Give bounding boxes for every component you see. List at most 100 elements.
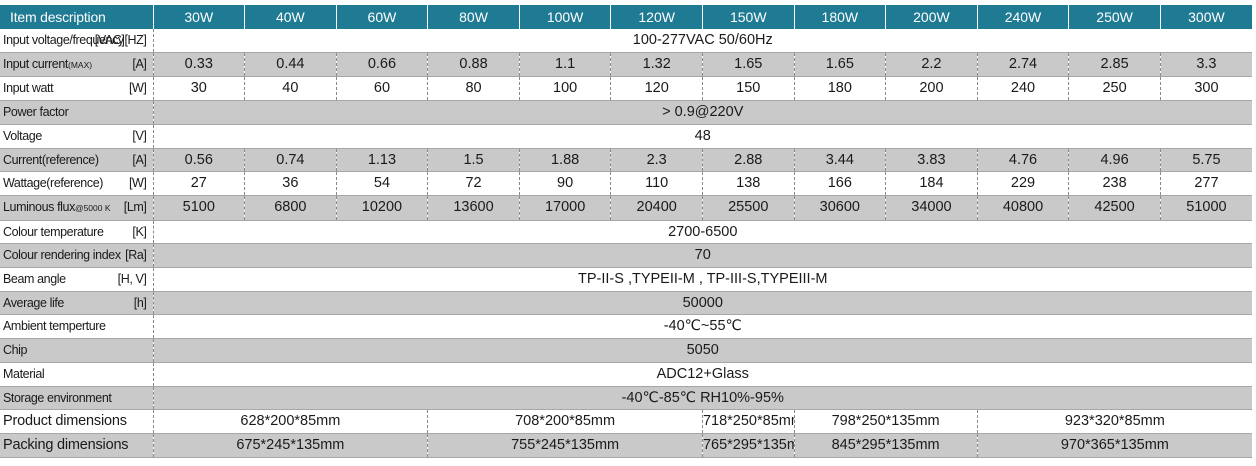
dimension-row: Product dimensions 628*200*85mm 708*200*85… [0,409,1252,434]
row-unit: [W] [128,81,147,96]
row-unit: [Ra] [125,248,147,263]
cell-value: 229 [976,171,1069,196]
header-power: 100W [518,5,611,29]
merged-value: 2700-6500 [152,220,1252,245]
merged-value: 50000 [152,291,1252,316]
dimension-value: 970*365*135mm [976,433,1252,458]
dimension-value: 755*245*135mm [427,433,703,458]
cell-value: 1.65 [701,52,795,78]
cell-value: 250 [1068,76,1161,102]
header-power: 150W [701,5,795,29]
row-label: Chip [0,338,153,363]
row-label: Product dimensions [0,409,153,434]
table-row: Current(reference) [A] 0.56 0.74 1.13 1.5 1.88… [0,148,1252,173]
cell-value: 238 [1068,171,1161,196]
row-label: Wattage(reference) [W] [0,171,153,196]
cell-value: 1.1 [518,52,611,78]
row-label: Average life [h] [0,291,153,316]
merged-value: -40℃-85℃ RH10%-95% [152,386,1252,411]
row-label-text: Ambient temperture [3,319,106,334]
cell-value: 240 [976,76,1069,102]
dimension-value: 708*200*85mm [427,409,703,434]
cell-value: 2.88 [701,148,795,173]
cell-value: 1.32 [610,52,703,78]
cell-value: 184 [885,171,978,196]
cell-value: 2.85 [1068,52,1161,78]
table-row: Chip 5050 [0,338,1252,363]
row-label-text: Input watt [3,81,54,96]
row-label-text: Current(reference) [3,152,99,167]
row-label: Input watt [W] [0,76,153,102]
table-row: Wattage(reference) [W] 27 36 54 72 90 110 138 166… [0,171,1252,196]
row-label-text: Luminous flux [3,199,75,214]
dimension-value: 718*250*85mm [701,409,795,434]
table-row: Colour temperature [K] 2700-6500 [0,220,1252,245]
cell-value: 6800 [244,195,337,221]
header-row: Item description 30W 40W 60W 80W 100W 12… [0,5,1252,29]
header-power: 250W [1068,5,1161,29]
row-label: Input current(MAX) [A] [0,52,153,78]
cell-value: 10200 [335,195,428,221]
cell-value: 300 [1159,76,1252,102]
row-unit: [K] [132,224,147,239]
cell-value: 20400 [610,195,703,221]
cell-value: 5.75 [1159,148,1252,173]
merged-value: 5050 [152,338,1252,363]
cell-value: 150 [701,76,795,102]
dimension-value: 765*295*135mm [701,433,795,458]
cell-value: 1.65 [793,52,886,78]
cell-value: 166 [793,171,886,196]
row-label: Beam angle [H, V] [0,267,153,292]
header-power: 240W [976,5,1069,29]
header-power: 40W [244,5,337,29]
cell-value: 25500 [701,195,795,221]
row-label-text: Chip [3,343,28,358]
merged-value: 70 [152,243,1252,269]
dimension-value: 675*245*135mm [152,433,428,458]
cell-value: 110 [610,171,703,196]
merged-value: -40℃~55℃ [152,314,1252,340]
row-label-text: Beam angle [3,272,66,287]
row-label: Current(reference) [A] [0,148,153,173]
row-unit: [h] [133,295,147,310]
row-label-text: Input voltage/frequency [3,33,124,47]
row-label-text: Material [3,366,45,381]
table-row: Average life [h] 50000 [0,291,1252,316]
cell-value: 277 [1159,171,1252,196]
row-label: Ambient temperture [0,314,153,340]
dimension-value: 845*295*135mm [793,433,978,458]
merged-value: ADC12+Glass [152,362,1252,387]
cell-value: 3.44 [793,148,886,173]
row-unit: [Lm] [123,199,147,214]
cell-value: 30 [152,76,245,102]
header-power: 80W [427,5,520,29]
cell-value: 72 [427,171,520,196]
header-power: 30W [152,5,245,29]
cell-value: 0.56 [152,148,245,173]
cell-value: 1.88 [518,148,611,173]
row-label: Packing dimensions [0,433,153,458]
header-power: 200W [885,5,978,29]
cell-value: 5100 [152,195,245,221]
cell-value: 1.13 [335,148,428,173]
row-unit: [A] [132,152,147,167]
cell-value: 27 [152,171,245,196]
cell-value: 3.83 [885,148,978,173]
cell-value: 0.44 [244,52,337,78]
header-power: 300W [1159,5,1252,29]
table-row: Material ADC12+Glass [0,362,1252,387]
header-power: 60W [335,5,428,29]
row-label: Storage environment [0,386,153,411]
row-label-text: Power factor [3,105,69,120]
row-label-text: Colour temperature [3,224,104,239]
cell-value: 51000 [1159,195,1252,221]
cell-value: 100 [518,76,611,102]
cell-value: 90 [518,171,611,196]
cell-value: 1.5 [427,148,520,173]
cell-value: 0.74 [244,148,337,173]
header-power: 180W [793,5,886,29]
table-row: Input current(MAX) [A] 0.33 0.44 0.66 0.88 1.1… [0,52,1252,78]
table-row: Luminous flux@5000 K [Lm] 5100 6800 10200 136… [0,195,1252,221]
cell-value: 0.33 [152,52,245,78]
row-label-text: Colour rendering index [3,248,121,263]
